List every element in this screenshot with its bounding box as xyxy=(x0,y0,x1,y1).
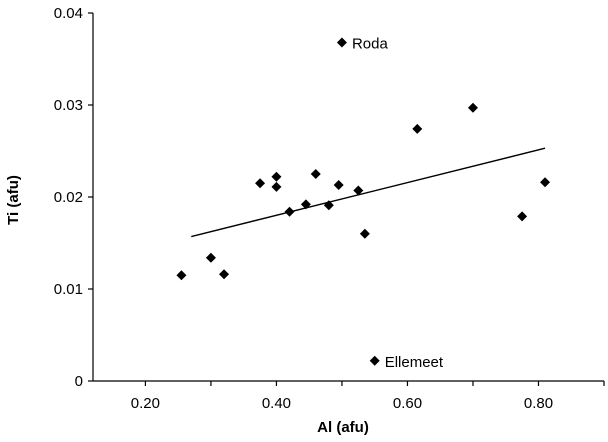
data-point xyxy=(219,269,230,280)
data-point xyxy=(323,200,334,211)
y-tick-label: 0 xyxy=(75,373,83,390)
data-point xyxy=(336,37,347,48)
data-point xyxy=(467,102,478,113)
data-point xyxy=(369,355,380,366)
trendline xyxy=(191,147,546,238)
data-point xyxy=(412,123,423,134)
x-tick-label: 0.20 xyxy=(131,395,160,412)
data-point xyxy=(517,211,528,222)
y-tick-label: 0.04 xyxy=(54,5,83,22)
x-tick-label: 0.80 xyxy=(524,395,553,412)
data-points xyxy=(176,37,551,366)
data-point xyxy=(271,181,282,192)
y-tick-label: 0.02 xyxy=(54,189,83,206)
data-point xyxy=(540,177,551,188)
data-point xyxy=(310,169,321,179)
y-tick-label: 0.01 xyxy=(54,281,83,298)
data-point xyxy=(300,199,311,210)
x-tick-label: 0.40 xyxy=(262,395,291,412)
annotations: Roda Ellemeet xyxy=(352,35,444,370)
annotation-label: Roda xyxy=(352,35,389,52)
data-point xyxy=(205,252,216,263)
data-point xyxy=(359,228,370,239)
y-tick-label: 0.03 xyxy=(54,97,83,114)
trendline-group xyxy=(191,147,546,238)
x-axis-title: Al (afu) xyxy=(317,419,369,436)
data-point xyxy=(176,270,187,281)
data-point xyxy=(271,171,282,182)
y-axis-title: Ti (afu) xyxy=(5,175,22,225)
data-point xyxy=(353,185,364,196)
data-point xyxy=(284,206,295,217)
x-tick-label: 0.60 xyxy=(393,395,422,412)
annotation-label: Ellemeet xyxy=(385,354,444,371)
data-point xyxy=(333,180,344,191)
axis-ticks: 0 0.01 0.02 0.03 0.04 0.20 0.40 0.60 0.80 xyxy=(54,5,605,412)
data-point xyxy=(255,178,266,189)
